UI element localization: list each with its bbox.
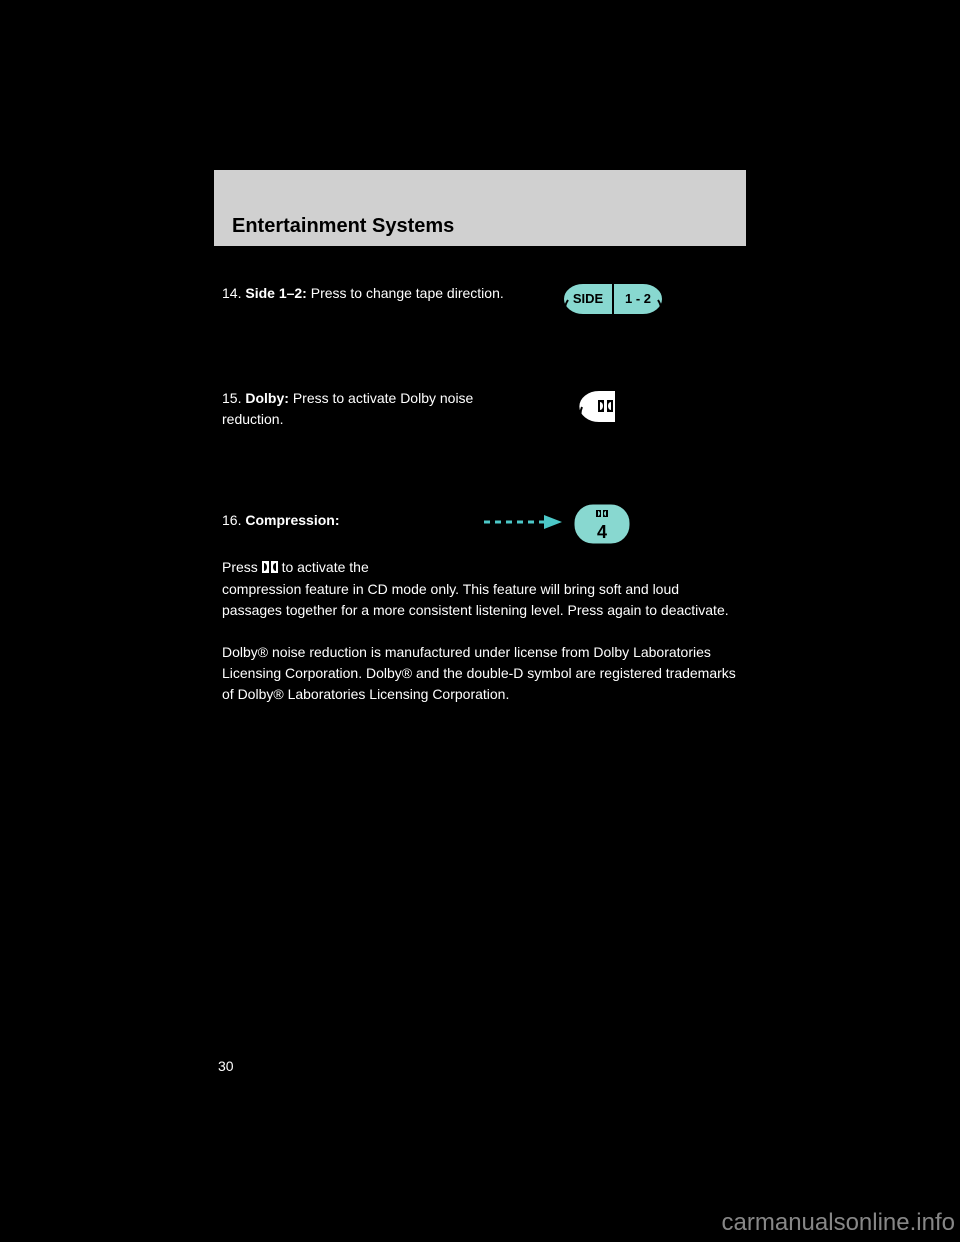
item-text: Press to change tape direction.: [311, 285, 504, 301]
svg-text:1 - 2: 1 - 2: [625, 291, 651, 306]
watermark: carmanualsonline.info: [722, 1209, 955, 1237]
dolby-paragraph: Dolby® noise reduction is manufactured u…: [222, 644, 736, 702]
item-num: 14.: [222, 285, 241, 301]
item-label: Side 1–2:: [245, 285, 306, 301]
item-num: 16.: [222, 512, 241, 528]
side-button-icon: SIDE 1 - 2: [558, 280, 668, 330]
item-14: 14. Side 1–2: Press to change tape direc…: [222, 283, 522, 304]
svg-text:SIDE: SIDE: [573, 291, 604, 306]
arrow-icon: [484, 512, 569, 532]
item-16-body: Press to activate the compression featur…: [222, 557, 742, 705]
preset-4-button-icon: 4: [568, 498, 638, 553]
frag-c: compression feature in CD mode only. Thi…: [222, 581, 729, 618]
dolby-inline-icon: [262, 558, 278, 579]
svg-text:4: 4: [597, 522, 607, 542]
frag-b: to activate the: [282, 559, 369, 575]
section-header: Entertainment Systems: [212, 168, 748, 248]
header-title: Entertainment Systems: [232, 215, 454, 238]
item-label: Compression:: [245, 512, 339, 528]
frag-a: Press: [222, 559, 262, 575]
item-num: 15.: [222, 390, 241, 406]
item-label: Dolby:: [245, 390, 289, 406]
dolby-button-icon: [571, 385, 626, 445]
page-number: 30: [218, 1058, 234, 1074]
item-16: 16. Compression:: [222, 510, 522, 531]
item-15: 15. Dolby: Press to activate Dolby noise…: [222, 388, 522, 430]
